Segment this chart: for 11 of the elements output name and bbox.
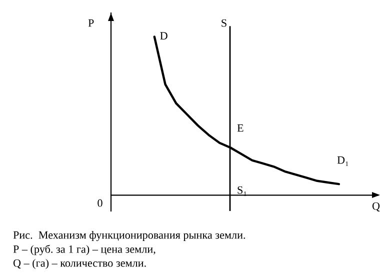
text: 0 xyxy=(98,199,102,207)
text: Рис. Механизм функционирования рынка земли. xyxy=(13,230,246,242)
series-label: D xyxy=(160,32,168,40)
y-axis-title: P xyxy=(88,19,94,27)
annotation: S₁ xyxy=(238,186,246,196)
text: Q – (га) – количество земли. xyxy=(13,258,146,270)
text: Р – (руб. за 1 га) – цена земли, xyxy=(13,244,156,256)
annotation: E xyxy=(237,124,244,132)
x-axis-title: Q xyxy=(372,202,380,212)
annotation: D₁ xyxy=(337,156,348,166)
text: S xyxy=(222,19,226,27)
